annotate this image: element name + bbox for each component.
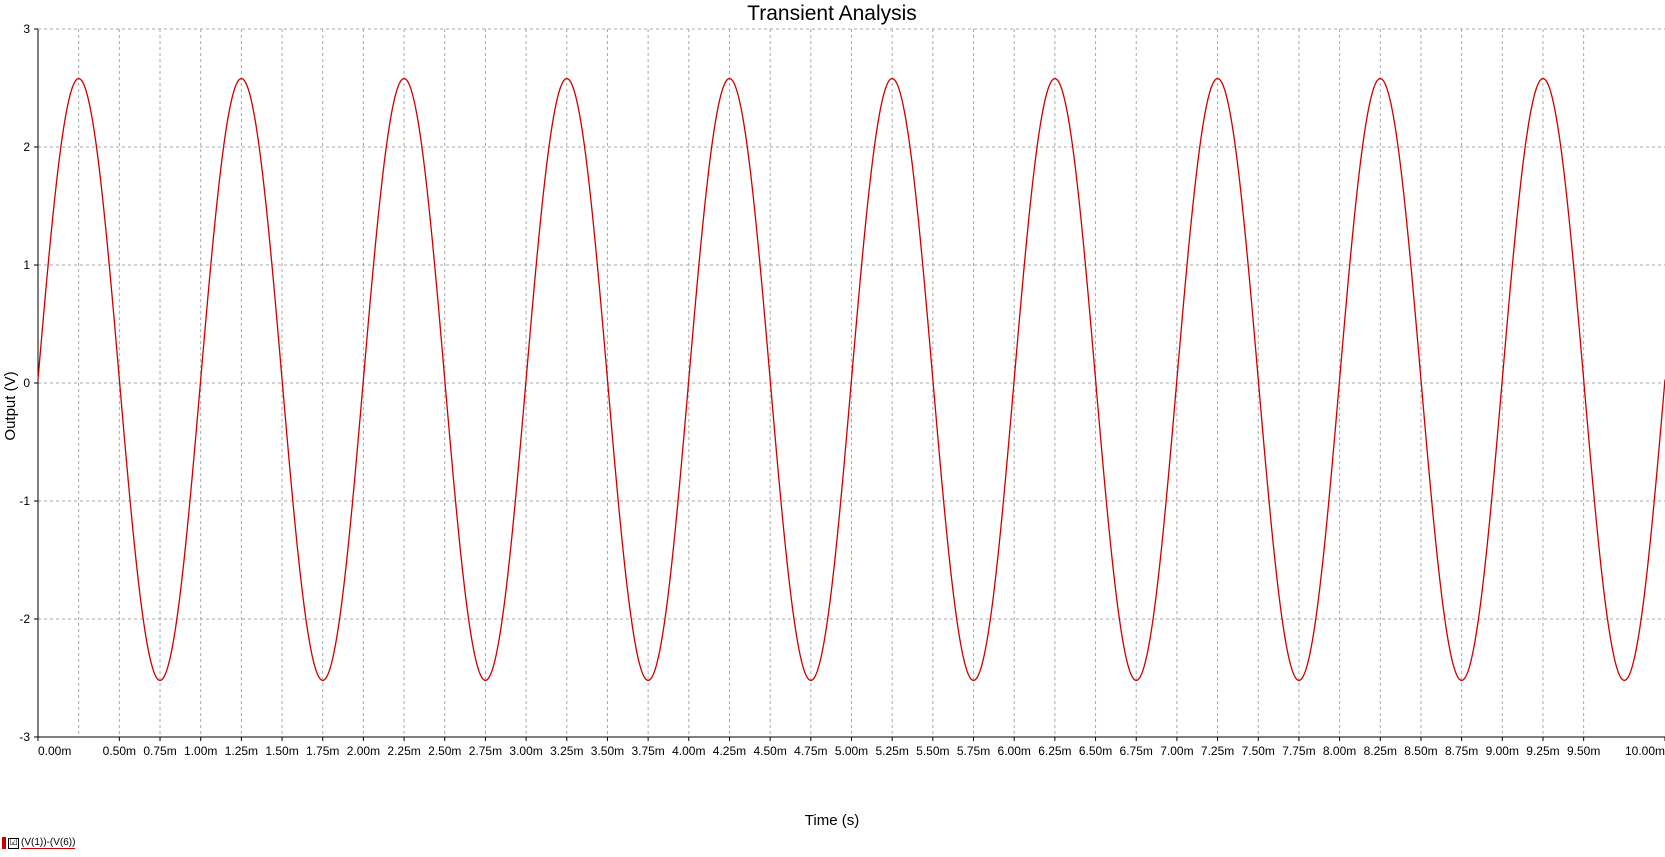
x-axis-label: Time (s) bbox=[805, 812, 859, 829]
x-tick-label: 6.25m bbox=[1038, 744, 1071, 758]
y-tick-label: -3 bbox=[19, 730, 30, 744]
x-tick-label: 2.50m bbox=[428, 744, 461, 758]
x-tick-label: 0.50m bbox=[103, 744, 136, 758]
series-line bbox=[37, 77, 1665, 682]
legend-series-label: (V(1))-(V(6)) bbox=[21, 837, 76, 849]
y-axis-label: Output (V) bbox=[2, 371, 19, 440]
x-tick-label: 9.50m bbox=[1567, 744, 1600, 758]
x-tick-label: 1.75m bbox=[306, 744, 339, 758]
x-tick-label: 5.25m bbox=[875, 744, 908, 758]
x-tick-label: 2.00m bbox=[347, 744, 380, 758]
y-tick-label: 3 bbox=[23, 22, 30, 36]
x-tick-label: 6.75m bbox=[1120, 744, 1153, 758]
y-tick-label: 2 bbox=[23, 140, 30, 154]
x-tick-label: 3.25m bbox=[550, 744, 583, 758]
x-tick-label: 3.50m bbox=[591, 744, 624, 758]
x-tick-label: 10.00m bbox=[1625, 744, 1665, 758]
y-tick-label: 0 bbox=[23, 376, 30, 390]
x-tick-label: 7.50m bbox=[1242, 744, 1275, 758]
x-tick-label: 2.75m bbox=[469, 744, 502, 758]
x-tick-label: 6.00m bbox=[998, 744, 1031, 758]
y-tick-label: -2 bbox=[19, 612, 30, 626]
y-tick-label: 1 bbox=[23, 258, 30, 272]
x-tick-label: 3.75m bbox=[631, 744, 664, 758]
x-tick-label: 8.00m bbox=[1323, 744, 1356, 758]
y-tick-label: -1 bbox=[19, 494, 30, 508]
x-tick-label: 1.50m bbox=[265, 744, 298, 758]
x-tick-label: 4.25m bbox=[713, 744, 746, 758]
x-tick-label: 2.25m bbox=[387, 744, 420, 758]
legend: ☑ (V(1))-(V(6)) bbox=[2, 835, 76, 851]
x-tick-label: 9.25m bbox=[1526, 744, 1559, 758]
x-tick-label: 1.25m bbox=[225, 744, 258, 758]
x-tick-label: 6.50m bbox=[1079, 744, 1112, 758]
x-axis-ticks: 0.00m 0.50m 0.75m 1.00m 1.25m 1.50m 1.75m 2.00m… bbox=[37, 737, 1665, 758]
y-axis-ticks: 3 2 1 0 -1 -2 -3 bbox=[19, 22, 38, 744]
x-tick-label: 5.50m bbox=[916, 744, 949, 758]
chart-title: Transient Analysis bbox=[747, 2, 917, 25]
x-tick-label: 8.25m bbox=[1364, 744, 1397, 758]
x-tick-label: 4.00m bbox=[672, 744, 705, 758]
x-tick-label: 3.00m bbox=[509, 744, 542, 758]
x-tick-label: 9.00m bbox=[1486, 744, 1519, 758]
x-tick-label: 8.75m bbox=[1445, 744, 1478, 758]
x-tick-label: 4.75m bbox=[794, 744, 827, 758]
legend-checkbox[interactable]: ☑ bbox=[8, 837, 19, 849]
x-tick-label: 5.00m bbox=[835, 744, 868, 758]
legend-series-marker bbox=[2, 837, 6, 849]
x-tick-label: 4.50m bbox=[753, 744, 786, 758]
x-tick-label: 7.75m bbox=[1282, 744, 1315, 758]
x-tick-label: 0.00m bbox=[38, 744, 71, 758]
x-tick-label: 7.00m bbox=[1160, 744, 1193, 758]
x-tick-label: 1.00m bbox=[184, 744, 217, 758]
x-tick-label: 7.25m bbox=[1201, 744, 1234, 758]
x-tick-label: 5.75m bbox=[957, 744, 990, 758]
x-tick-label: 0.75m bbox=[143, 744, 176, 758]
x-tick-label: 8.50m bbox=[1404, 744, 1437, 758]
